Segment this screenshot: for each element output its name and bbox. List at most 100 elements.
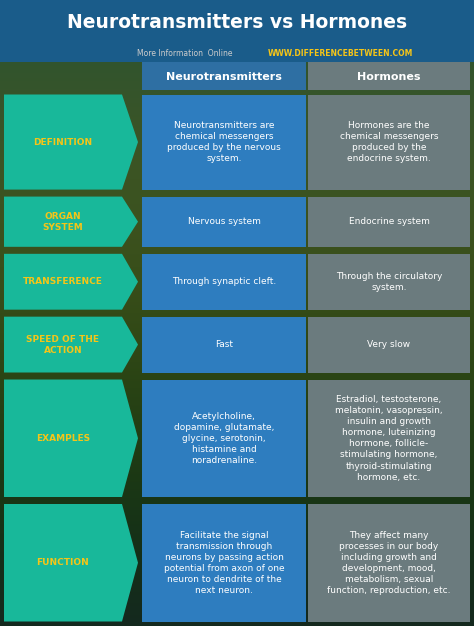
Bar — [0, 492, 474, 493]
Bar — [0, 453, 474, 454]
Bar — [0, 545, 474, 546]
Text: Very slow: Very slow — [367, 340, 410, 349]
Text: Estradiol, testosterone,
melatonin, vasopressin,
insulin and growth
hormone, lut: Estradiol, testosterone, melatonin, vaso… — [335, 395, 443, 481]
Bar — [0, 612, 474, 613]
Bar — [0, 497, 474, 498]
Bar — [0, 616, 474, 617]
Bar — [0, 286, 474, 287]
Bar — [0, 54, 474, 55]
Bar — [0, 86, 474, 87]
Bar — [0, 461, 474, 462]
Bar — [0, 181, 474, 182]
Bar — [0, 466, 474, 467]
Bar — [0, 253, 474, 254]
Bar — [0, 151, 474, 152]
Bar — [0, 443, 474, 444]
Bar — [0, 487, 474, 488]
Bar — [0, 434, 474, 435]
Bar — [0, 433, 474, 434]
Bar — [0, 185, 474, 186]
Bar — [0, 262, 474, 263]
Bar — [0, 584, 474, 585]
Bar — [0, 446, 474, 447]
Bar — [0, 550, 474, 551]
Bar — [0, 328, 474, 329]
Bar — [0, 142, 474, 143]
Bar — [0, 134, 474, 135]
Bar — [142, 317, 306, 372]
Bar — [142, 254, 306, 310]
Bar — [0, 241, 474, 242]
Bar — [0, 595, 474, 596]
Bar — [0, 136, 474, 137]
Bar — [0, 345, 474, 346]
Bar — [0, 255, 474, 256]
Bar — [0, 503, 474, 504]
Bar — [0, 608, 474, 609]
Bar — [0, 512, 474, 513]
Bar — [0, 109, 474, 110]
Bar — [0, 411, 474, 412]
Bar — [0, 426, 474, 427]
Bar — [0, 305, 474, 306]
Bar — [0, 87, 474, 88]
Bar — [0, 197, 474, 198]
Bar — [0, 124, 474, 125]
Bar — [0, 116, 474, 117]
Bar — [0, 383, 474, 384]
Bar — [0, 340, 474, 341]
Text: Neurotransmitters vs Hormones: Neurotransmitters vs Hormones — [67, 14, 407, 33]
Bar — [0, 268, 474, 269]
Text: They affect many
processes in our body
including growth and
development, mood,
m: They affect many processes in our body i… — [327, 530, 451, 595]
Text: EXAMPLES: EXAMPLES — [36, 434, 90, 443]
Bar — [0, 88, 474, 89]
Bar — [0, 269, 474, 270]
Bar — [0, 622, 474, 623]
Bar — [0, 61, 474, 62]
Bar — [0, 405, 474, 406]
Bar — [0, 609, 474, 610]
Bar — [0, 194, 474, 195]
Bar — [0, 49, 474, 50]
Bar — [0, 270, 474, 271]
Bar — [0, 569, 474, 570]
Bar — [0, 81, 474, 82]
Bar — [0, 315, 474, 316]
Bar — [0, 408, 474, 409]
Bar — [0, 97, 474, 98]
Bar — [0, 435, 474, 436]
Bar — [0, 79, 474, 80]
Bar — [0, 445, 474, 446]
Bar — [0, 252, 474, 253]
Bar — [0, 387, 474, 388]
Bar — [0, 314, 474, 315]
Bar — [0, 110, 474, 111]
Bar — [0, 148, 474, 149]
Bar — [0, 477, 474, 478]
Bar — [0, 83, 474, 84]
Bar — [0, 259, 474, 260]
Text: More Information  Online: More Information Online — [137, 49, 233, 58]
Bar — [0, 602, 474, 603]
Bar — [0, 22, 474, 23]
Bar — [0, 447, 474, 448]
Bar — [0, 191, 474, 192]
Bar — [0, 429, 474, 430]
Text: ORGAN
SYSTEM: ORGAN SYSTEM — [43, 212, 83, 232]
Bar — [0, 265, 474, 266]
Bar — [0, 337, 474, 338]
Bar — [0, 213, 474, 214]
Text: Through synaptic cleft.: Through synaptic cleft. — [172, 277, 276, 286]
Bar — [0, 440, 474, 441]
Polygon shape — [4, 254, 138, 310]
Bar — [0, 374, 474, 375]
Bar — [0, 175, 474, 176]
Bar — [0, 564, 474, 565]
Bar — [0, 479, 474, 480]
Bar — [0, 323, 474, 324]
Bar — [0, 422, 474, 423]
Bar — [0, 60, 474, 61]
Bar — [0, 619, 474, 620]
Bar — [0, 28, 474, 29]
Bar — [0, 140, 474, 141]
